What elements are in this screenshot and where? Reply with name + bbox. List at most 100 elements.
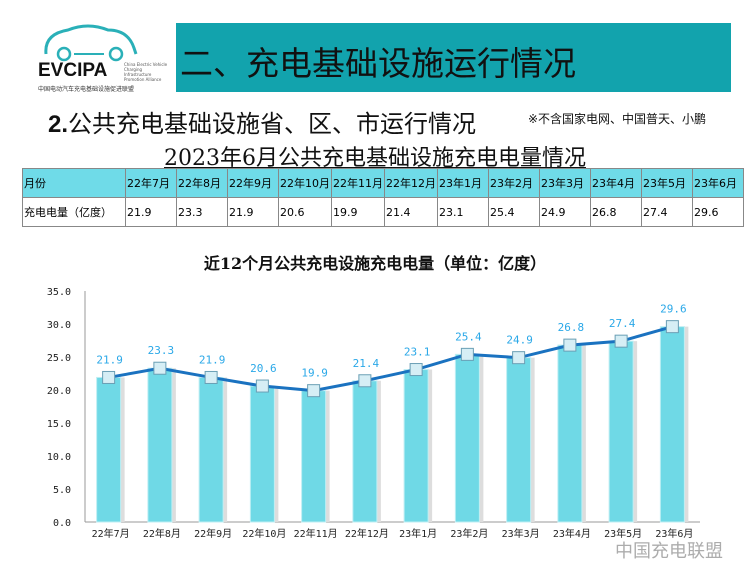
chart-title: 近12个月公共充电设施充电电量（单位：亿度） bbox=[203, 254, 547, 273]
section-title-text: 公共充电基础设施省、区、市运行情况 bbox=[68, 110, 477, 138]
x-tick-label: 23年1月 bbox=[399, 527, 437, 540]
data-label: 24.9 bbox=[506, 334, 533, 347]
data-label: 20.6 bbox=[250, 362, 277, 375]
x-tick-label: 22年10月 bbox=[242, 527, 286, 540]
bar bbox=[96, 376, 122, 523]
bar bbox=[403, 369, 429, 523]
x-tick-label: 22年7月 bbox=[92, 527, 130, 540]
table-cell: 27.4 bbox=[641, 197, 693, 227]
x-tick-label: 23年5月 bbox=[604, 527, 642, 540]
data-label: 19.9 bbox=[301, 367, 328, 380]
x-tick-label: 22年8月 bbox=[143, 527, 181, 540]
x-tick-label: 23年3月 bbox=[502, 527, 540, 540]
table-title: 2023年6月公共充电基础设施充电电量情况 bbox=[0, 140, 750, 172]
page-title: 二、充电基础设施运行情况 bbox=[180, 44, 576, 83]
table-cell: 21.4 bbox=[384, 197, 438, 227]
x-tick-label: 22年12月 bbox=[345, 527, 389, 540]
data-label: 21.9 bbox=[199, 353, 226, 366]
month-header: 22年11月 bbox=[331, 168, 385, 198]
bar bbox=[147, 367, 173, 523]
x-tick-label: 23年2月 bbox=[450, 527, 488, 540]
bar bbox=[301, 390, 327, 523]
line-marker bbox=[409, 363, 423, 377]
x-tick-label: 22年9月 bbox=[194, 527, 232, 540]
logo-english: China Electric Vehicle Charging Infrastr… bbox=[124, 62, 168, 82]
table-cell: 20.6 bbox=[278, 197, 332, 227]
title-banner: 二、充电基础设施运行情况 bbox=[176, 23, 731, 92]
bar bbox=[249, 385, 275, 523]
table-cell: 24.9 bbox=[539, 197, 591, 227]
month-header: 23年3月 bbox=[539, 168, 591, 198]
table-row: 充电电量（亿度） 21.9 23.3 21.9 20.6 19.9 21.4 23.1 25.4… bbox=[22, 197, 744, 227]
line-marker bbox=[153, 361, 167, 375]
bar bbox=[352, 380, 378, 523]
table-cell: 21.9 bbox=[125, 197, 177, 227]
line-marker bbox=[460, 347, 474, 361]
bar bbox=[506, 357, 532, 523]
y-tick-label: 25.0 bbox=[47, 353, 71, 364]
row-header: 充电电量（亿度） bbox=[22, 197, 126, 227]
y-tick-label: 30.0 bbox=[47, 320, 71, 331]
section-note: ※不含国家电网、中国普天、小鹏 bbox=[528, 112, 707, 126]
line-marker bbox=[102, 370, 116, 384]
line-marker bbox=[204, 370, 218, 384]
table-cell: 21.9 bbox=[227, 197, 279, 227]
section-title: 2.公共充电基础设施省、区、市运行情况 bbox=[48, 104, 476, 139]
row-header: 月份 bbox=[22, 168, 126, 198]
line-marker bbox=[512, 351, 526, 365]
data-label: 23.3 bbox=[148, 344, 175, 357]
month-header: 23年5月 bbox=[641, 168, 693, 198]
month-header: 23年2月 bbox=[488, 168, 540, 198]
month-header: 23年4月 bbox=[590, 168, 642, 198]
table-header-row: 月份 22年7月 22年8月 22年9月 22年10月 22年11月 22年12月 23年1月… bbox=[22, 168, 744, 198]
x-tick-label: 23年4月 bbox=[553, 527, 591, 540]
y-tick-label: 10.0 bbox=[47, 452, 71, 463]
chart: 0.0 5.0 10.0 15.0 20.0 25.0 30.0 35.0 22年7月 22年8月… bbox=[47, 287, 700, 540]
watermark: 中国充电联盟 bbox=[615, 541, 723, 562]
bar bbox=[198, 376, 224, 523]
bar bbox=[454, 353, 480, 523]
section-number: 2. bbox=[48, 111, 69, 138]
data-label: 23.1 bbox=[404, 346, 431, 359]
month-header: 22年9月 bbox=[227, 168, 279, 198]
data-label: 21.4 bbox=[353, 357, 380, 370]
data-label: 29.6 bbox=[660, 303, 687, 316]
line-marker bbox=[358, 374, 372, 388]
line-marker bbox=[307, 384, 321, 398]
y-tick-label: 15.0 bbox=[47, 419, 71, 430]
bar bbox=[659, 326, 685, 523]
x-tick-label: 22年11月 bbox=[294, 527, 338, 540]
month-header: 22年7月 bbox=[125, 168, 177, 198]
table-cell: 26.8 bbox=[590, 197, 642, 227]
bar bbox=[557, 344, 583, 523]
logo-name: EVCIPA bbox=[38, 60, 108, 81]
bar bbox=[608, 340, 634, 523]
data-label: 27.4 bbox=[609, 317, 636, 330]
data-table: 月份 22年7月 22年8月 22年9月 22年10月 22年11月 22年12月 23年1月… bbox=[22, 168, 744, 227]
table-cell: 29.6 bbox=[692, 197, 744, 227]
data-label: 26.8 bbox=[558, 321, 585, 334]
evcipa-logo: EVCIPA China Electric Vehicle Charging I… bbox=[30, 20, 170, 95]
month-header: 22年10月 bbox=[278, 168, 332, 198]
y-tick-label: 5.0 bbox=[53, 485, 71, 496]
table-cell: 23.1 bbox=[437, 197, 489, 227]
y-tick-label: 20.0 bbox=[47, 386, 71, 397]
data-label: 21.9 bbox=[96, 353, 123, 366]
month-header: 22年12月 bbox=[384, 168, 438, 198]
table-cell: 23.3 bbox=[176, 197, 228, 227]
data-label: 25.4 bbox=[455, 330, 482, 343]
y-tick-label: 35.0 bbox=[47, 287, 71, 298]
line-marker bbox=[563, 338, 577, 352]
x-tick-label: 23年6月 bbox=[655, 527, 693, 540]
month-header: 23年1月 bbox=[437, 168, 489, 198]
line-marker bbox=[665, 320, 679, 334]
table-cell: 25.4 bbox=[488, 197, 540, 227]
line-marker bbox=[614, 334, 628, 348]
table-title-text: 2023年6月公共充电基础设施充电电量情况 bbox=[164, 146, 586, 171]
month-header: 23年6月 bbox=[692, 168, 744, 198]
table-cell: 19.9 bbox=[331, 197, 385, 227]
month-header: 22年8月 bbox=[176, 168, 228, 198]
logo-chinese: 中国电动汽车充电基础设施促进联盟 bbox=[38, 86, 135, 93]
y-tick-label: 0.0 bbox=[53, 518, 71, 529]
line-marker bbox=[255, 379, 269, 393]
